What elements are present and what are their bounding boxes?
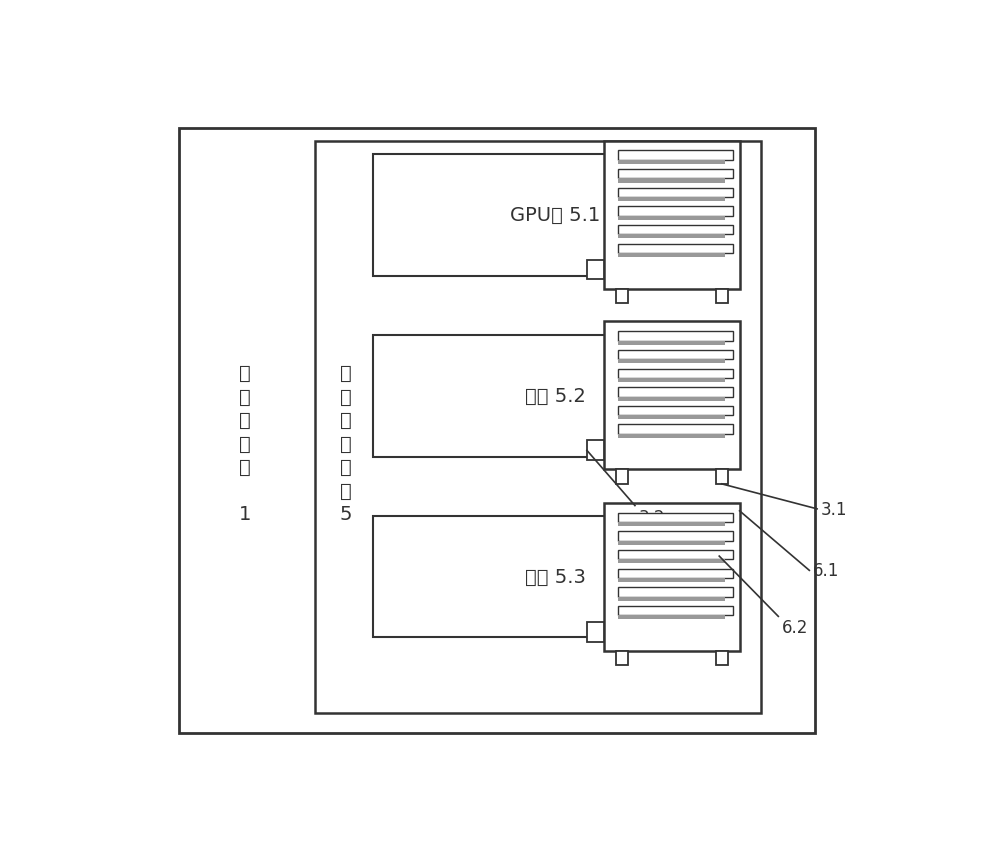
Text: 显卡 5.2: 显卡 5.2 (525, 386, 586, 406)
Bar (618, 198, 725, 202)
Bar (618, 541, 725, 545)
Bar (618, 588, 733, 597)
Text: 3.1: 3.1 (821, 500, 847, 519)
Bar (618, 207, 733, 217)
Bar (716, 289, 728, 304)
Bar (618, 425, 733, 434)
Bar (618, 235, 725, 239)
Text: 6.2: 6.2 (782, 618, 809, 636)
Bar (618, 597, 725, 601)
Bar (604, 503, 740, 651)
Bar (618, 569, 733, 578)
Text: 3.2: 3.2 (639, 508, 665, 526)
Bar (618, 160, 725, 165)
Bar (618, 360, 725, 364)
Bar (716, 470, 728, 485)
Bar (604, 142, 740, 289)
Bar (616, 651, 628, 665)
Bar (618, 341, 725, 345)
Bar (618, 523, 725, 526)
Bar (179, 129, 815, 733)
Bar (618, 217, 725, 221)
Bar (618, 415, 725, 420)
Bar (618, 550, 733, 560)
Bar (618, 226, 733, 235)
Bar (618, 332, 733, 341)
Bar (373, 155, 737, 276)
Bar (618, 397, 725, 401)
Bar (618, 351, 733, 360)
Bar (716, 651, 728, 665)
Bar (618, 606, 733, 616)
Bar (587, 260, 604, 280)
Bar (618, 616, 725, 619)
Bar (618, 434, 725, 438)
Bar (618, 179, 725, 183)
Text: 发
热
外
插
设
备
5: 发 热 外 插 设 备 5 (340, 364, 352, 524)
Bar (618, 189, 733, 198)
Bar (618, 379, 725, 382)
Text: 网卡 5.3: 网卡 5.3 (525, 567, 586, 586)
Bar (618, 531, 733, 541)
Bar (618, 170, 733, 179)
Bar (618, 388, 733, 397)
Text: 服
务
器
板
卡

1: 服 务 器 板 卡 1 (239, 364, 251, 524)
Bar (616, 470, 628, 485)
Bar (618, 560, 725, 564)
Bar (618, 253, 725, 258)
Bar (587, 441, 604, 461)
Bar (618, 578, 725, 583)
Bar (604, 322, 740, 470)
Bar (618, 514, 733, 523)
Bar (618, 244, 733, 253)
Bar (373, 335, 737, 457)
Text: GPU卡 5.1: GPU卡 5.1 (510, 206, 600, 225)
Bar (618, 151, 733, 160)
Bar (618, 406, 733, 415)
Bar (616, 289, 628, 304)
Bar (373, 516, 737, 638)
Bar (587, 622, 604, 642)
Text: 6.1: 6.1 (813, 561, 840, 580)
Bar (618, 369, 733, 379)
Bar (315, 142, 761, 713)
